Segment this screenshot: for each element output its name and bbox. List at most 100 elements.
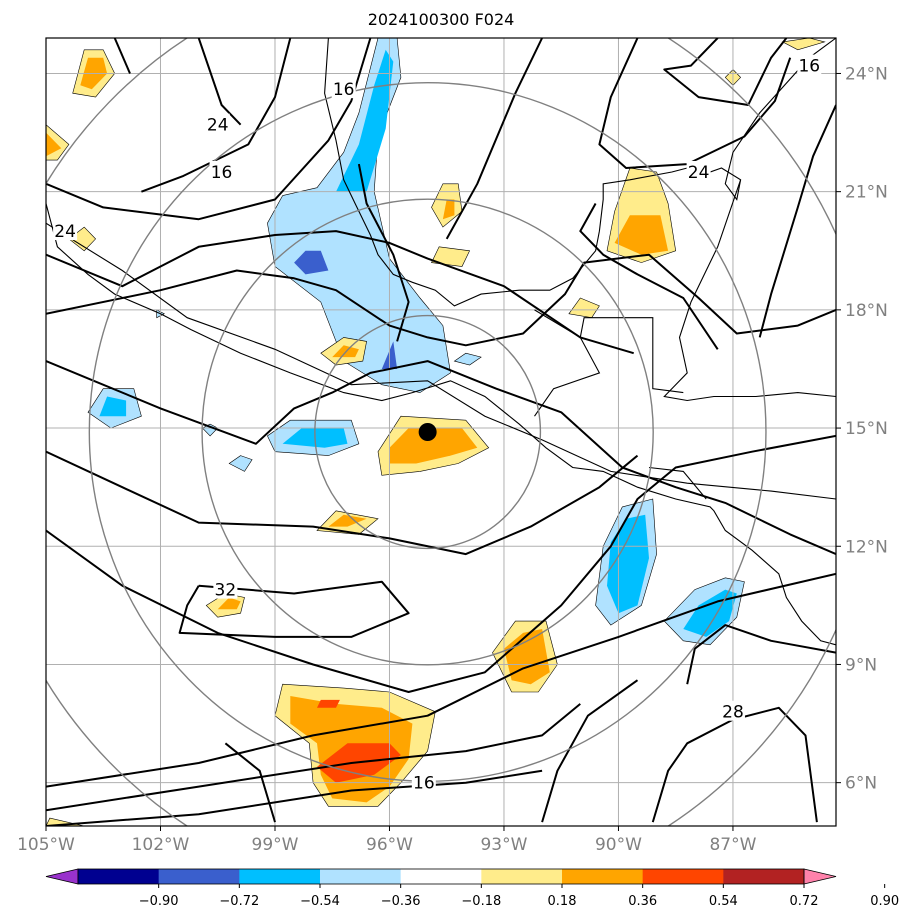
contour-label-bg xyxy=(797,54,822,75)
colorbar-outline xyxy=(77,868,805,885)
contour-label-bg xyxy=(411,771,436,792)
latitude-tick-labels: 24°N 21°N 18°N 15°N 12°N 9°N 6°N xyxy=(836,64,888,794)
colorbar-tick-label: −0.54 xyxy=(300,894,340,909)
shaded-blob xyxy=(453,352,482,366)
contour-line xyxy=(46,572,836,788)
colorbar-swatch xyxy=(158,869,240,884)
colorbar-swatch xyxy=(400,869,482,884)
lon-tick-label: 105°W xyxy=(17,835,75,855)
contour-line xyxy=(197,38,242,126)
contour-line xyxy=(178,580,410,638)
lat-tick-label: 12°N xyxy=(845,537,888,557)
map-frame xyxy=(45,37,837,827)
shaded-blob xyxy=(389,428,478,464)
contour-line xyxy=(663,38,788,106)
contour-line xyxy=(46,769,543,826)
shaded-blob xyxy=(46,132,62,157)
contour-line xyxy=(46,38,372,221)
colorbar-swatch xyxy=(239,869,321,884)
range-ring xyxy=(201,198,654,666)
contour-label: 24 xyxy=(54,222,76,242)
coastline xyxy=(663,179,836,402)
lon-tick-label: 99°W xyxy=(252,835,299,855)
colorbar-swatch xyxy=(320,869,402,884)
graticule-grid xyxy=(46,38,836,826)
longitude-tick-labels: 105°W 102°W 99°W 96°W 93°W 90°W 87°W xyxy=(17,826,757,855)
colorbar-tick-label: −0.36 xyxy=(381,894,421,909)
contour-line xyxy=(579,203,719,350)
contour-line xyxy=(357,163,410,342)
lat-tick-label: 6°N xyxy=(845,774,877,794)
contour-label: 32 xyxy=(215,581,237,601)
colorbar-tick-label: 0.72 xyxy=(790,894,819,909)
coastline xyxy=(324,38,836,307)
contour-line xyxy=(46,434,836,693)
shaded-blob xyxy=(99,396,127,417)
lon-tick-label: 90°W xyxy=(595,835,642,855)
lon-tick-label: 96°W xyxy=(366,835,413,855)
contour-label: 16 xyxy=(333,80,355,100)
shaded-blob xyxy=(228,455,253,472)
colorbar-swatch xyxy=(481,869,563,884)
lat-tick-label: 24°N xyxy=(845,64,888,84)
contour-label: 24 xyxy=(688,163,710,183)
colorbar-tick-label: 0.36 xyxy=(628,894,657,909)
colorbar-tick-label: 0.54 xyxy=(709,894,738,909)
colorbar-tick-labels: −0.90 −0.72 −0.54 −0.36 −0.18 0.18 0.36 0.54 0.7… xyxy=(139,884,899,909)
range-ring xyxy=(314,314,542,550)
colorbar-tick-label: −0.72 xyxy=(219,894,259,909)
colorbar-tick-label: −0.90 xyxy=(139,894,179,909)
contour-line xyxy=(141,38,292,193)
contour-layer xyxy=(46,38,836,826)
contour-label-bg xyxy=(720,700,745,721)
shaded-blob xyxy=(328,514,367,527)
colorbar-swatch xyxy=(723,869,805,884)
colorbar-swatches xyxy=(45,868,837,885)
shaded-blob xyxy=(267,38,451,393)
shaded-blob xyxy=(614,215,669,255)
country-border xyxy=(534,337,601,417)
shaded-blob xyxy=(217,597,241,610)
shaded-blob xyxy=(442,199,455,220)
contour-line xyxy=(541,679,639,823)
contour-line xyxy=(46,703,581,812)
shaded-blob xyxy=(317,699,340,708)
contour-label-bg xyxy=(686,160,711,181)
colorbar-swatch xyxy=(562,869,644,884)
shaded-blob xyxy=(431,246,471,267)
thin-contour-line xyxy=(46,222,836,500)
colorbar-min-extend xyxy=(45,868,79,885)
contour-labels: 16 24 16 24 16 24 32 28 16 xyxy=(53,54,822,794)
contour-label: 24 xyxy=(207,116,229,136)
colorbar: −0.90 −0.72 −0.54 −0.36 −0.18 0.18 0.36 0.54 0.7… xyxy=(45,868,899,909)
lat-tick-label: 15°N xyxy=(845,419,888,439)
colorbar-swatch xyxy=(78,869,160,884)
shaded-blob xyxy=(504,629,550,685)
shaded-blob xyxy=(336,49,394,192)
contour-label: 28 xyxy=(722,703,744,723)
contour-line xyxy=(598,38,792,169)
country-border xyxy=(648,466,707,500)
contour-label: 16 xyxy=(798,57,820,77)
contour-line xyxy=(445,38,544,240)
contour-line xyxy=(46,450,639,556)
shaded-blob xyxy=(607,514,649,614)
contour-line xyxy=(758,104,836,338)
colorbar-tick-label: −0.18 xyxy=(461,894,501,909)
contour-label-bg xyxy=(53,220,78,241)
map-title: 2024100300 F024 xyxy=(367,10,515,29)
lon-tick-label: 93°W xyxy=(480,835,527,855)
contour-line xyxy=(46,253,836,347)
contour-line xyxy=(651,706,818,823)
lon-tick-label: 102°W xyxy=(132,835,190,855)
contour-label: 16 xyxy=(211,163,233,183)
lat-tick-label: 18°N xyxy=(845,301,888,321)
contour-line xyxy=(224,742,276,823)
contour-label-bg xyxy=(331,78,356,99)
colorbar-swatch xyxy=(642,869,724,884)
colorbar-max-extend xyxy=(803,868,837,885)
contour-label-bg xyxy=(205,113,230,134)
lat-tick-label: 9°N xyxy=(845,655,877,675)
colorbar-tick-label: 0.90 xyxy=(870,894,899,909)
